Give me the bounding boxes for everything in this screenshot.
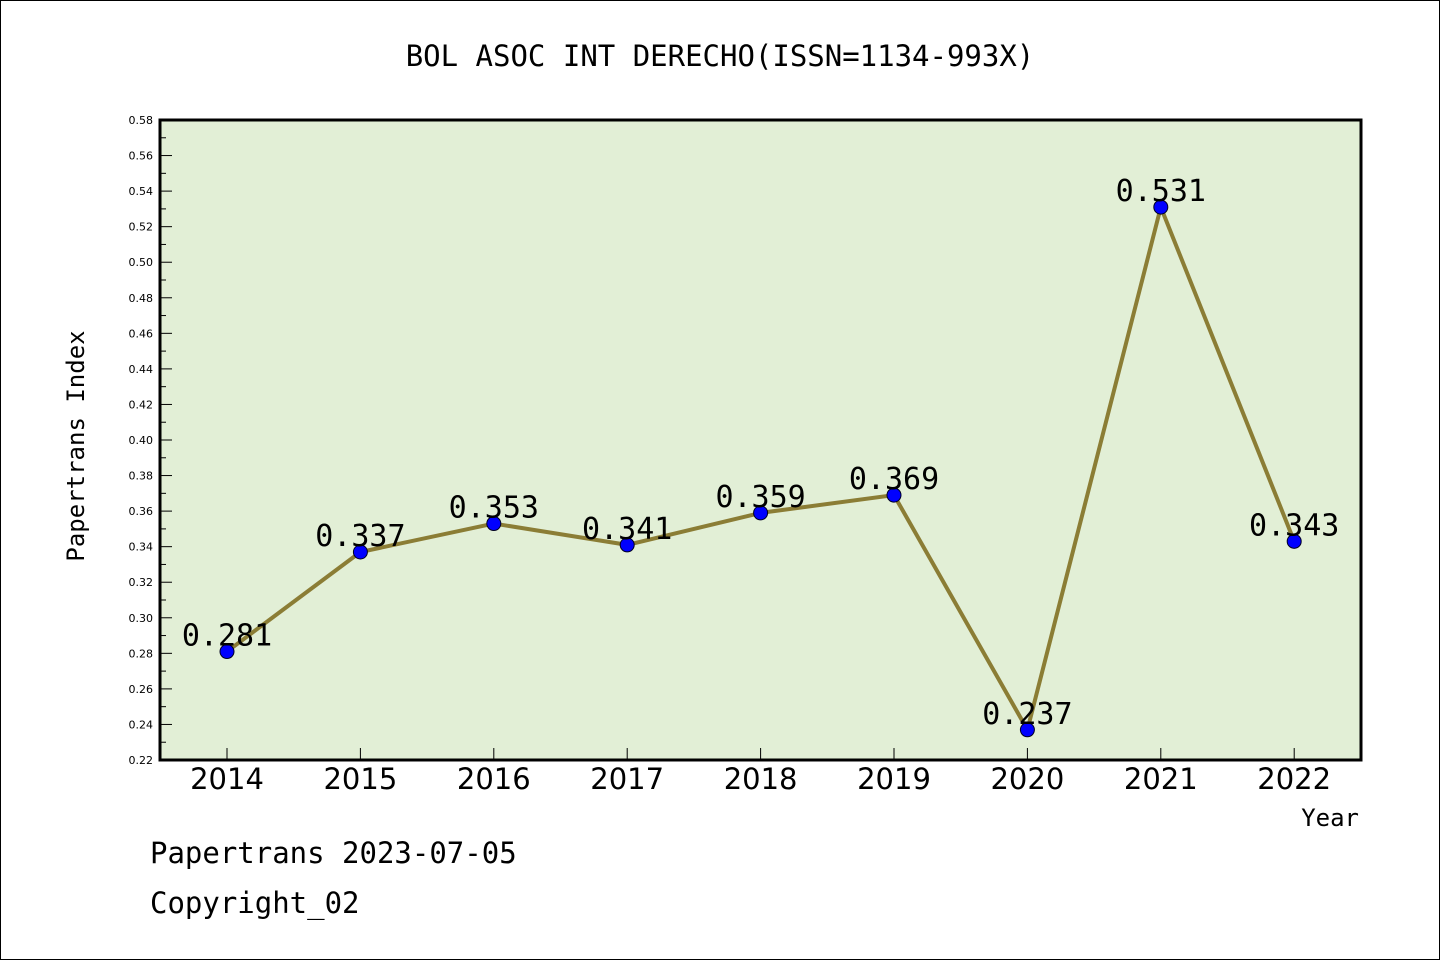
x-tick-label: 2022 bbox=[1257, 762, 1331, 796]
data-label: 0.359 bbox=[715, 480, 805, 515]
data-point bbox=[1153, 199, 1169, 215]
x-tick-label: 2017 bbox=[590, 762, 664, 796]
data-point bbox=[619, 537, 635, 553]
y-tick-label: 0.52 bbox=[129, 221, 154, 234]
y-tick-label: 0.26 bbox=[129, 683, 154, 696]
y-tick-label: 0.34 bbox=[129, 541, 154, 554]
y-axis: 0.22 0.24 0.26 0.28 0.30 0.32 0.34 0.36 0.38 0.40… bbox=[129, 114, 172, 767]
x-tick-label: 2014 bbox=[190, 762, 264, 796]
y-tick-label: 0.40 bbox=[129, 434, 154, 447]
footer-date: Papertrans 2023-07-05 bbox=[150, 836, 517, 870]
plot-area bbox=[158, 118, 1363, 762]
data-label: 0.531 bbox=[1116, 174, 1206, 209]
data-labels: 0.281 0.337 0.353 0.341 0.359 0.369 0.237 0.531… bbox=[182, 174, 1340, 732]
data-points bbox=[219, 199, 1302, 738]
x-axis-label: Year bbox=[1301, 804, 1359, 832]
x-tick-label: 2021 bbox=[1124, 762, 1198, 796]
data-label: 0.369 bbox=[849, 462, 939, 497]
data-label: 0.341 bbox=[582, 512, 672, 547]
y-axis-label: Papertrans Index bbox=[62, 330, 90, 561]
data-point bbox=[1019, 722, 1035, 738]
data-label: 0.353 bbox=[449, 491, 539, 526]
y-tick-label: 0.24 bbox=[129, 718, 154, 731]
data-point bbox=[486, 516, 502, 532]
x-axis: 2014 2015 2016 2017 2018 2019 2020 2021 2022 bbox=[190, 748, 1331, 796]
y-tick-label: 0.56 bbox=[129, 150, 154, 163]
data-point bbox=[1286, 533, 1302, 549]
data-point bbox=[219, 644, 235, 660]
y-tick-label: 0.48 bbox=[129, 292, 154, 305]
y-tick-label: 0.54 bbox=[129, 185, 154, 198]
x-tick-label: 2020 bbox=[990, 762, 1064, 796]
data-label: 0.237 bbox=[982, 697, 1072, 732]
y-tick-label: 0.58 bbox=[129, 114, 154, 127]
data-label: 0.343 bbox=[1249, 508, 1339, 543]
x-tick-label: 2019 bbox=[857, 762, 931, 796]
y-tick-label: 0.32 bbox=[129, 576, 154, 589]
y-tick-label: 0.22 bbox=[129, 754, 154, 767]
data-point bbox=[886, 487, 902, 503]
y-tick-label: 0.50 bbox=[129, 256, 154, 269]
y-tick-label: 0.36 bbox=[129, 505, 154, 518]
data-label: 0.337 bbox=[315, 519, 405, 554]
x-tick-label: 2015 bbox=[323, 762, 397, 796]
footer-copyright: Copyright_02 bbox=[150, 886, 360, 920]
y-tick-label: 0.42 bbox=[129, 398, 154, 411]
data-point bbox=[753, 505, 769, 521]
y-tick-label: 0.30 bbox=[129, 612, 154, 625]
x-tick-label: 2018 bbox=[724, 762, 798, 796]
data-label: 0.281 bbox=[182, 619, 272, 654]
data-point bbox=[352, 544, 368, 560]
x-tick-label: 2016 bbox=[457, 762, 531, 796]
chart-title: BOL ASOC INT DERECHO(ISSN=1134-993X) bbox=[406, 39, 1035, 73]
y-tick-label: 0.28 bbox=[129, 647, 154, 660]
y-tick-label: 0.44 bbox=[129, 363, 154, 376]
y-tick-label: 0.46 bbox=[129, 327, 154, 340]
y-tick-label: 0.38 bbox=[129, 470, 154, 483]
